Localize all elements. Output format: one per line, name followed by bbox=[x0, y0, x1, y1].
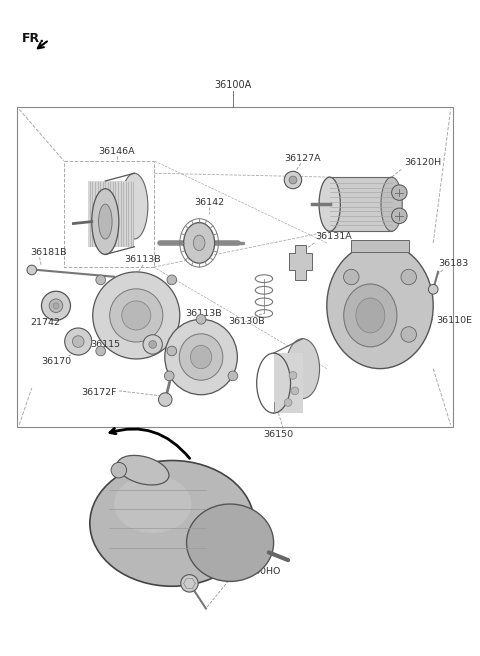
Ellipse shape bbox=[41, 291, 71, 320]
Circle shape bbox=[228, 371, 238, 380]
Circle shape bbox=[344, 270, 359, 285]
Ellipse shape bbox=[191, 346, 212, 369]
Text: 36150: 36150 bbox=[264, 430, 293, 439]
Text: 36120H: 36120H bbox=[404, 159, 441, 167]
Text: 36100A: 36100A bbox=[214, 80, 251, 90]
Polygon shape bbox=[289, 245, 312, 279]
Text: 21742: 21742 bbox=[30, 318, 60, 327]
Ellipse shape bbox=[72, 336, 84, 347]
Ellipse shape bbox=[111, 462, 127, 478]
Text: 36183: 36183 bbox=[438, 259, 468, 268]
Ellipse shape bbox=[284, 171, 301, 189]
Ellipse shape bbox=[109, 289, 163, 342]
Ellipse shape bbox=[93, 272, 180, 359]
Ellipse shape bbox=[193, 235, 205, 251]
Ellipse shape bbox=[319, 177, 340, 232]
Bar bbox=[351, 240, 409, 252]
Text: 36146A: 36146A bbox=[98, 147, 135, 156]
Ellipse shape bbox=[381, 177, 402, 232]
Ellipse shape bbox=[187, 504, 274, 581]
Circle shape bbox=[428, 285, 438, 294]
Circle shape bbox=[289, 371, 297, 379]
Ellipse shape bbox=[98, 204, 112, 239]
Text: 36110E: 36110E bbox=[436, 316, 472, 325]
Text: 36131A: 36131A bbox=[315, 232, 352, 241]
Circle shape bbox=[401, 270, 417, 285]
Text: 36142: 36142 bbox=[194, 198, 224, 207]
Circle shape bbox=[143, 335, 162, 354]
Ellipse shape bbox=[344, 284, 397, 347]
Circle shape bbox=[401, 327, 417, 342]
Circle shape bbox=[284, 399, 292, 406]
Ellipse shape bbox=[286, 338, 320, 399]
Circle shape bbox=[196, 314, 206, 324]
Circle shape bbox=[167, 275, 177, 285]
Ellipse shape bbox=[65, 328, 92, 355]
Circle shape bbox=[291, 387, 299, 395]
Ellipse shape bbox=[327, 243, 433, 369]
Circle shape bbox=[96, 275, 106, 285]
Ellipse shape bbox=[356, 298, 385, 333]
Bar bbox=[330, 177, 392, 232]
Ellipse shape bbox=[90, 461, 254, 586]
Circle shape bbox=[96, 346, 106, 356]
Text: 36127A: 36127A bbox=[284, 154, 321, 163]
Bar bbox=[88, 181, 134, 247]
Text: FR.: FR. bbox=[22, 32, 45, 45]
Text: 36181B: 36181B bbox=[30, 249, 66, 257]
Ellipse shape bbox=[184, 222, 215, 263]
Text: 1140HO: 1140HO bbox=[243, 567, 281, 576]
Circle shape bbox=[181, 575, 198, 592]
Ellipse shape bbox=[92, 189, 119, 255]
Bar bbox=[274, 353, 302, 413]
Ellipse shape bbox=[165, 319, 237, 395]
Circle shape bbox=[149, 340, 156, 348]
Ellipse shape bbox=[121, 173, 148, 239]
Ellipse shape bbox=[53, 303, 59, 309]
Ellipse shape bbox=[49, 299, 63, 312]
Text: 36130B: 36130B bbox=[228, 318, 265, 327]
Text: 36113B: 36113B bbox=[186, 310, 222, 318]
Ellipse shape bbox=[114, 475, 192, 533]
Circle shape bbox=[392, 185, 407, 200]
Circle shape bbox=[392, 208, 407, 224]
Ellipse shape bbox=[122, 301, 151, 330]
Ellipse shape bbox=[117, 455, 169, 485]
Ellipse shape bbox=[289, 176, 297, 184]
Ellipse shape bbox=[27, 265, 36, 275]
Text: 36113B: 36113B bbox=[125, 255, 161, 264]
Text: 36170: 36170 bbox=[41, 357, 71, 366]
Text: 36115: 36115 bbox=[91, 340, 121, 349]
Circle shape bbox=[164, 371, 174, 380]
Circle shape bbox=[167, 346, 177, 356]
Bar bbox=[17, 108, 453, 426]
Text: 36172F: 36172F bbox=[82, 388, 117, 398]
Ellipse shape bbox=[180, 334, 223, 380]
Circle shape bbox=[158, 393, 172, 406]
